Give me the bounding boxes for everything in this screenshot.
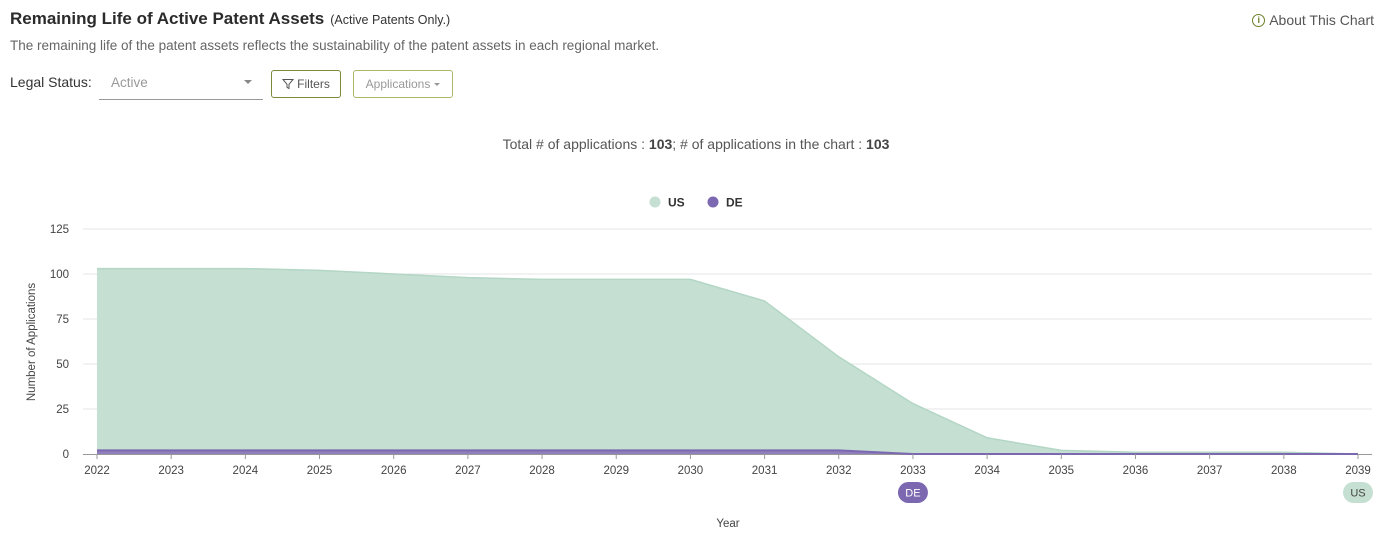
legend-swatch-us (649, 196, 661, 208)
about-chart-label: About This Chart (1269, 12, 1374, 28)
y-axis-ticks: 0 25 50 75 100 125 (50, 224, 69, 461)
y-axis-title: Number of Applications (26, 283, 38, 402)
legal-status-label: Legal Status: (10, 74, 92, 90)
x-tick-label: 2026 (381, 465, 407, 477)
x-tick-label: 2030 (678, 465, 704, 477)
x-tick-label: 2035 (1048, 465, 1074, 477)
y-tick-label: 0 (63, 449, 69, 461)
chart-subtitle: (Active Patents Only.) (330, 13, 451, 27)
x-tick-label: 2033 (900, 465, 926, 477)
totals-separator: ; (672, 136, 681, 152)
legal-status-select[interactable]: Active (99, 68, 263, 100)
x-tick-label: 2027 (455, 465, 481, 477)
de-line (97, 449, 1358, 455)
us-area (97, 268, 1358, 454)
x-axis-ticks: 2022 2023 2024 2025 2026 2027 2028 2029 2030 2031… (84, 454, 1371, 477)
chevron-down-icon (434, 82, 441, 86)
filters-label: Filters (297, 77, 330, 91)
x-tick-label: 2038 (1271, 465, 1297, 477)
x-tick-label: 2034 (974, 465, 1000, 477)
applications-label: Applications (365, 77, 431, 91)
total-value: 103 (648, 136, 673, 152)
end-marker-us (1343, 482, 1373, 503)
in-chart-value: 103 (866, 136, 890, 152)
y-tick-label: 50 (56, 359, 69, 371)
end-marker-label-de: DE (905, 488, 920, 500)
filters-button[interactable]: Filters (271, 70, 341, 98)
us-line (97, 267, 1359, 455)
in-chart-label: # of applications in the chart : (680, 136, 867, 152)
x-tick-label: 2024 (233, 465, 259, 477)
chart-legend[interactable]: US DE (649, 196, 743, 210)
chevron-down-icon (244, 80, 252, 84)
legend-label-de: DE (726, 196, 743, 210)
x-tick-label: 2023 (158, 465, 184, 477)
x-tick-label: 2036 (1123, 465, 1149, 477)
x-tick-label: 2028 (529, 465, 555, 477)
x-tick-label: 2022 (84, 465, 110, 477)
end-marker-de (897, 482, 928, 503)
legend-item-us[interactable]: US (649, 196, 685, 210)
x-tick-label: 2025 (307, 465, 333, 477)
y-tick-label: 100 (50, 269, 69, 281)
chart-description: The remaining life of the patent assets … (10, 38, 660, 53)
x-tick-label: 2037 (1197, 465, 1223, 477)
total-label: Total # of applications : (502, 136, 649, 152)
filter-icon (282, 79, 295, 90)
legend-swatch-de (707, 196, 719, 208)
x-tick-label: 2032 (826, 465, 852, 477)
chart-title: Remaining Life of Active Patent Assets (A… (10, 9, 450, 29)
x-axis-title: Year (716, 518, 739, 530)
x-tick-label: 2031 (752, 465, 778, 477)
y-tick-label: 75 (56, 314, 69, 326)
area-series (97, 267, 1359, 455)
applications-dropdown[interactable]: Applications (353, 70, 453, 98)
x-tick-label: 2039 (1345, 465, 1371, 477)
end-marker-label-us: US (1350, 488, 1365, 500)
application-totals: Total # of applications : 103; # of appl… (0, 136, 1392, 152)
x-tick-label: 2029 (603, 465, 629, 477)
about-chart-link[interactable]: i About This Chart (1252, 12, 1374, 28)
legend-item-de[interactable]: DE (707, 196, 743, 210)
info-icon: i (1252, 13, 1266, 27)
y-tick-label: 25 (56, 404, 69, 416)
series-end-markers: DE US (897, 482, 1373, 503)
chart-title-text: Remaining Life of Active Patent Assets (10, 9, 325, 28)
legal-status-value: Active (111, 75, 148, 90)
y-tick-label: 125 (50, 224, 69, 236)
legend-label-us: US (668, 196, 685, 210)
